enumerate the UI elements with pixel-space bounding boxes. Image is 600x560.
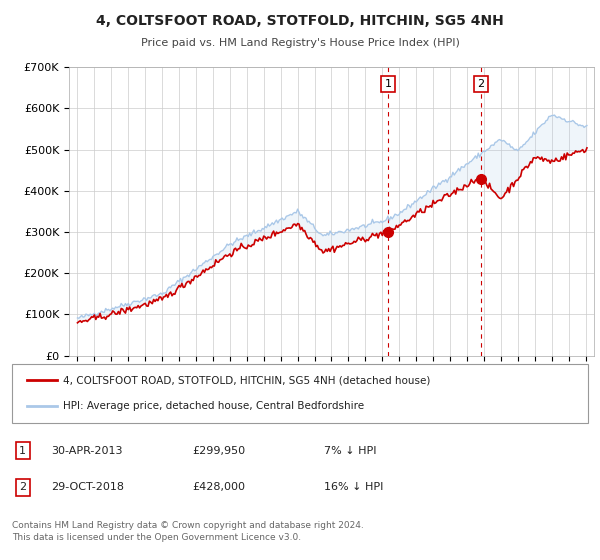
Text: Price paid vs. HM Land Registry's House Price Index (HPI): Price paid vs. HM Land Registry's House … [140, 38, 460, 48]
Text: HPI: Average price, detached house, Central Bedfordshire: HPI: Average price, detached house, Cent… [63, 402, 364, 412]
Text: 1: 1 [385, 78, 391, 88]
Text: £428,000: £428,000 [192, 482, 245, 492]
Text: £299,950: £299,950 [192, 446, 245, 456]
Text: 16% ↓ HPI: 16% ↓ HPI [324, 482, 383, 492]
Text: 1: 1 [19, 446, 26, 456]
Text: 2: 2 [19, 482, 26, 492]
Text: 4, COLTSFOOT ROAD, STOTFOLD, HITCHIN, SG5 4NH (detached house): 4, COLTSFOOT ROAD, STOTFOLD, HITCHIN, SG… [63, 375, 430, 385]
Text: 4, COLTSFOOT ROAD, STOTFOLD, HITCHIN, SG5 4NH: 4, COLTSFOOT ROAD, STOTFOLD, HITCHIN, SG… [96, 14, 504, 28]
Text: 30-APR-2013: 30-APR-2013 [51, 446, 122, 456]
Text: 29-OCT-2018: 29-OCT-2018 [51, 482, 124, 492]
Text: This data is licensed under the Open Government Licence v3.0.: This data is licensed under the Open Gov… [12, 533, 301, 542]
Text: 7% ↓ HPI: 7% ↓ HPI [324, 446, 377, 456]
Text: 2: 2 [478, 78, 485, 88]
Text: Contains HM Land Registry data © Crown copyright and database right 2024.: Contains HM Land Registry data © Crown c… [12, 521, 364, 530]
